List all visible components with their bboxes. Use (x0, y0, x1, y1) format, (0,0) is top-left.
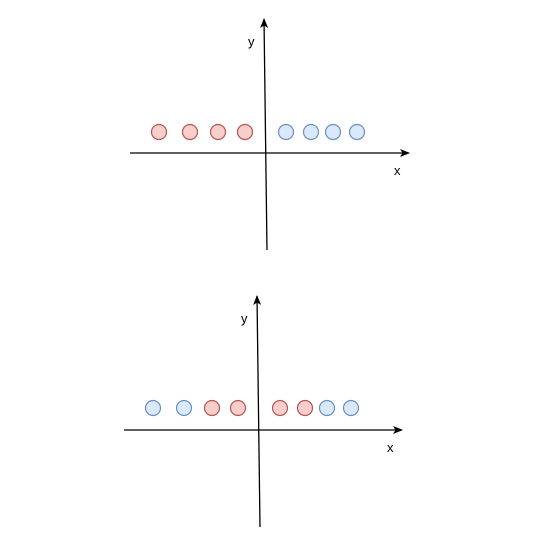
points-row (150, 123, 366, 141)
red-point (203, 399, 221, 417)
blue-point (302, 123, 320, 141)
red-point (236, 123, 254, 141)
points-row (144, 399, 360, 417)
blue-point (277, 123, 295, 141)
red-point (229, 399, 247, 417)
diagram-1: x y (130, 18, 410, 251)
blue-point (348, 123, 366, 141)
blue-point (324, 123, 342, 141)
y-axis (260, 18, 269, 251)
y-axis-label: y (241, 311, 248, 326)
blue-point (342, 399, 360, 417)
red-point (150, 123, 168, 141)
y-axis (253, 295, 262, 528)
x-axis-label: x (394, 163, 401, 178)
red-point (271, 399, 289, 417)
blue-point (318, 399, 336, 417)
diagram-2: x y (124, 295, 403, 528)
red-point (296, 399, 314, 417)
blue-point (175, 399, 193, 417)
red-point (209, 123, 227, 141)
x-axis-label: x (387, 440, 394, 455)
red-point (181, 123, 199, 141)
blue-point (144, 399, 162, 417)
y-axis-label: y (248, 34, 255, 49)
